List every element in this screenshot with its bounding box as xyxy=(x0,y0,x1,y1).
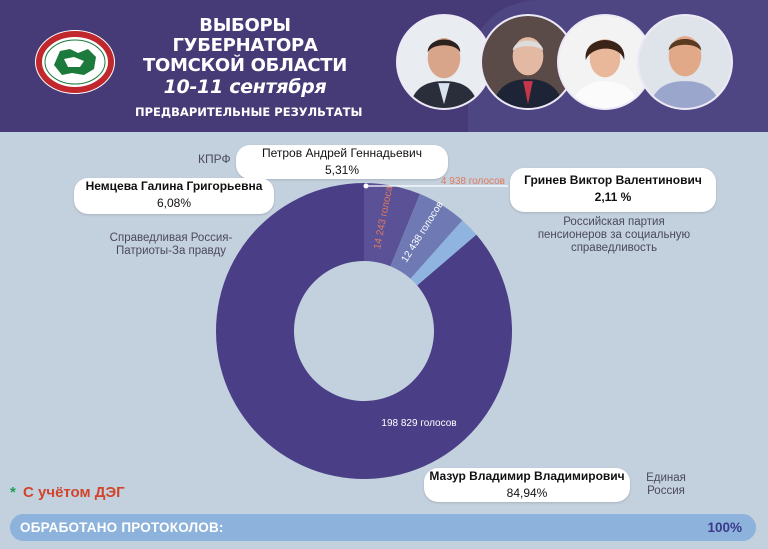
slice-nemtseva xyxy=(364,183,421,267)
label-mazur: Мазур Владимир Владимирович 84,94% xyxy=(424,468,630,502)
protocols-label: ОБРАБОТАНО ПРОТОКОЛОВ: xyxy=(20,520,224,535)
votes-label-mazur: 198 829 голосов xyxy=(381,418,456,429)
party-rpp-line-1: Российская партия xyxy=(563,216,665,228)
party-rpp-line-2: пенсионеров за социальную xyxy=(537,229,691,241)
slice-mazur xyxy=(216,183,513,479)
title-line-3: ТОМСКОЙ ОБЛАСТИ xyxy=(142,55,347,76)
party-rpp: Российская партия пенсионеров за социаль… xyxy=(534,216,694,255)
page-title: ВЫБОРЫ ГУБЕРНАТОРА ТОМСКОЙ ОБЛАСТИ 10-11… xyxy=(135,15,363,122)
leader-dot-grinev xyxy=(363,183,369,189)
protocols-progress-bar: ОБРАБОТАНО ПРОТОКОЛОВ: 100% xyxy=(10,514,756,541)
page-subtitle: ПРЕДВАРИТЕЛЬНЫЕ РЕЗУЛЬТАТЫ xyxy=(135,105,363,119)
party-sr-line-1: Справедливая Россия- xyxy=(109,232,233,244)
label-grinev: Гринев Виктор Валентинович 2,11 % xyxy=(510,168,716,212)
label-grinev-name: Гринев Виктор Валентинович xyxy=(524,173,702,187)
candidate-photo-petrov xyxy=(480,14,576,110)
protocols-progress-fill xyxy=(10,514,756,541)
label-petrov-name: Петров Андрей Геннадьевич xyxy=(261,146,423,160)
label-petrov-percent: 5,31% xyxy=(324,163,360,177)
party-kprf: КПРФ xyxy=(198,152,231,166)
label-nemtseva-name: Немцева Галина Григорьевна xyxy=(85,179,263,193)
deg-star: * xyxy=(10,484,16,501)
party-er-line-2: Россия xyxy=(647,485,685,497)
election-commission-emblem xyxy=(35,30,115,94)
slice-grinev xyxy=(410,220,477,286)
candidate-photo-grinev xyxy=(637,14,733,110)
protocols-value: 100% xyxy=(707,520,742,535)
election-dates: 10-11 сентября xyxy=(163,76,327,98)
title-line-1: ВЫБОРЫ xyxy=(199,15,291,36)
party-sr: Справедливая Россия- Патриоты-За правду xyxy=(86,232,256,258)
deg-note: * С учётом ДЭГ xyxy=(10,484,125,501)
label-nemtseva-percent: 6,08% xyxy=(156,196,192,210)
party-er: Единая Россия xyxy=(640,472,692,498)
title-line-2: ГУБЕРНАТОРА xyxy=(172,35,318,56)
label-mazur-percent: 84,94% xyxy=(506,486,548,500)
candidate-photo-nemtseva xyxy=(557,14,653,110)
party-rpp-line-3: справедливость xyxy=(570,242,658,254)
votes-label-grinev: 4 938 голосов xyxy=(441,176,505,187)
deg-text: С учётом ДЭГ xyxy=(23,484,125,501)
party-sr-line-2: Патриоты-За правду xyxy=(116,245,226,257)
slice-petrov xyxy=(390,194,463,279)
label-petrov: Петров Андрей Геннадьевич 5,31% xyxy=(236,145,448,179)
label-grinev-percent: 2,11 % xyxy=(594,190,632,204)
party-er-line-1: Единая xyxy=(646,472,686,484)
candidate-photo-mazur xyxy=(396,14,492,110)
label-mazur-name: Мазур Владимир Владимирович xyxy=(429,469,625,483)
label-nemtseva: Немцева Галина Григорьевна 6,08% xyxy=(74,178,274,214)
